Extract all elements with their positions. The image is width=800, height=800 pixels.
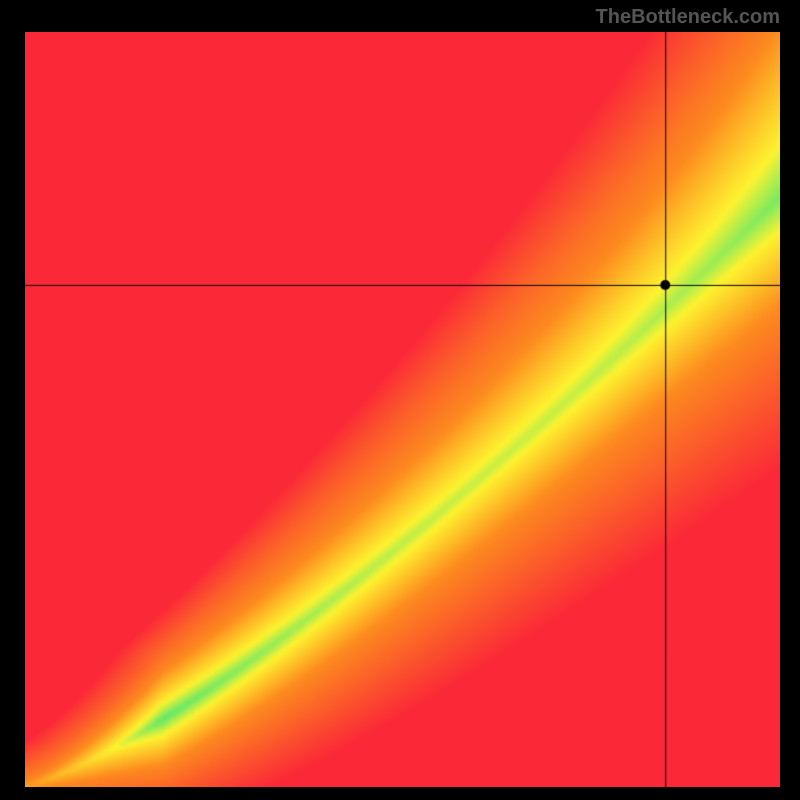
watermark-text: TheBottleneck.com — [596, 6, 780, 29]
crosshair-overlay — [0, 0, 800, 800]
figure-container: TheBottleneck.com — [0, 0, 800, 800]
